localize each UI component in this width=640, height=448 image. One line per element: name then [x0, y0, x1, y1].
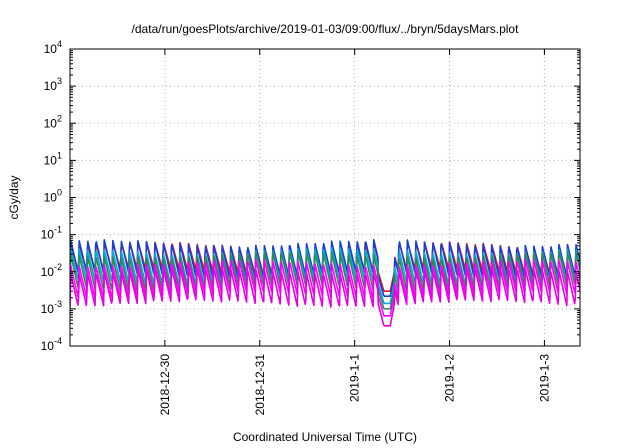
y-tick-label: 103 [44, 76, 62, 93]
series-line [70, 258, 580, 317]
y-tick-label: 102 [44, 113, 62, 130]
y-tick-label: 10-1 [41, 225, 62, 242]
y-axis-label: cGy/day [7, 175, 21, 219]
y-tick-label: 10-3 [41, 299, 62, 316]
series-line [70, 250, 580, 310]
series-line [70, 238, 580, 297]
x-axis-label: Coordinated Universal Time (UTC) [233, 430, 417, 444]
x-tick-label: 2018-12-31 [253, 354, 267, 416]
x-tick-label: 2019-1-1 [348, 354, 362, 402]
y-tick-label: 101 [44, 150, 62, 167]
chart-title: /data/run/goesPlots/archive/2019-01-03/0… [132, 22, 520, 36]
y-tick-label: 10-2 [41, 262, 62, 279]
x-tick-label: 2018-12-30 [158, 354, 172, 416]
series-line [70, 266, 580, 327]
y-tick-label: 100 [44, 188, 62, 205]
x-tick-label: 2019-1-2 [443, 354, 457, 402]
y-tick-label: 10-4 [41, 336, 62, 353]
y-axis-ticks: 10-4 10-3 10-2 10-1 100 101 102 103 104 [41, 39, 580, 353]
y-tick-label: 104 [44, 39, 62, 56]
x-axis-ticks: 2018-12-30 2018-12-31 2019-1-1 2019-1-2 2019… [158, 49, 551, 416]
plot-area [70, 238, 580, 327]
x-tick-label: 2019-1-3 [537, 354, 551, 402]
